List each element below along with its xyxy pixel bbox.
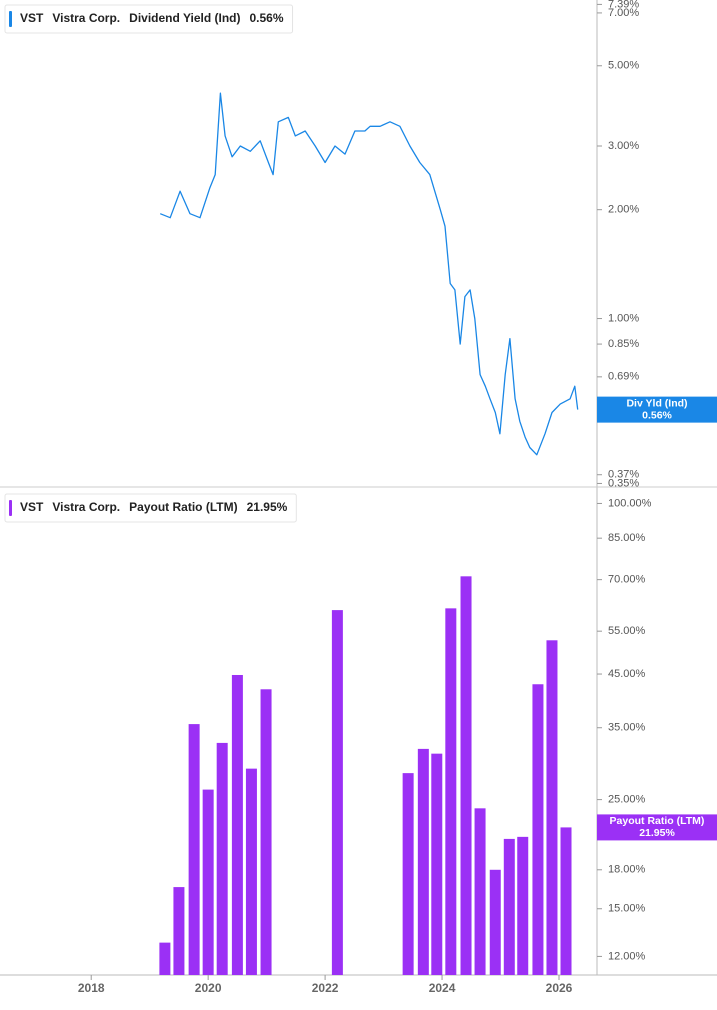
y-tick-label: 2.00%	[608, 204, 639, 216]
bar	[231, 674, 243, 975]
x-tick-label: 2024	[429, 981, 456, 995]
y-tick-label: 15.00%	[608, 903, 646, 915]
bar	[532, 684, 544, 975]
bar	[216, 742, 228, 975]
x-tick-label: 2020	[195, 981, 222, 995]
y-tick-label: 0.37%	[608, 469, 639, 481]
badge-value: 21.95%	[639, 827, 675, 839]
bar	[402, 773, 414, 975]
y-tick-label: 70.00%	[608, 574, 646, 586]
legend-ticker: VST	[20, 500, 44, 514]
value-badge	[597, 814, 717, 841]
value-badge	[597, 396, 717, 423]
legend-company: Vistra Corp.	[52, 11, 120, 25]
legend-value: 21.95%	[247, 500, 288, 514]
y-tick-label: 55.00%	[608, 625, 646, 637]
bar	[173, 887, 185, 975]
legend-value: 0.56%	[250, 11, 284, 25]
y-tick-label: 3.00%	[608, 140, 639, 152]
y-tick-label: 100.00%	[608, 497, 652, 509]
bar	[202, 789, 214, 975]
legend-swatch	[9, 500, 12, 516]
bar	[188, 724, 200, 975]
bar	[331, 610, 343, 975]
y-tick-label: 1.00%	[608, 312, 639, 324]
bar	[260, 689, 272, 975]
bar	[517, 836, 529, 975]
y-tick-label: 0.35%	[608, 477, 639, 489]
x-tick-label: 2018	[78, 981, 105, 995]
badge-value: 0.56%	[642, 409, 672, 421]
x-tick-label: 2026	[546, 981, 573, 995]
y-tick-label: 0.69%	[608, 371, 639, 383]
y-tick-label: 7.00%	[608, 7, 639, 19]
bar	[159, 942, 171, 975]
legend-ticker: VST	[20, 11, 44, 25]
y-tick-label: 0.85%	[608, 338, 639, 350]
bar	[503, 838, 515, 975]
badge-label: Div Yld (Ind)	[626, 397, 687, 409]
legend-box	[4, 493, 297, 523]
bar	[474, 808, 486, 975]
badge-label: Payout Ratio (LTM)	[610, 815, 705, 827]
y-tick-label: 85.00%	[608, 532, 646, 544]
bar	[431, 753, 443, 975]
x-tick-label: 2022	[312, 981, 339, 995]
bar	[417, 748, 429, 975]
y-tick-label: 18.00%	[608, 864, 646, 876]
bar	[445, 608, 457, 975]
legend-box	[4, 4, 294, 34]
legend-series: Dividend Yield (Ind)	[129, 11, 240, 25]
legend-swatch	[9, 11, 12, 27]
bar	[560, 827, 572, 975]
bar	[245, 768, 257, 975]
legend-series: Payout Ratio (LTM)	[129, 500, 237, 514]
bar	[546, 640, 558, 975]
legend-company: Vistra Corp.	[52, 500, 120, 514]
y-tick-label: 35.00%	[608, 722, 646, 734]
yield-line	[159, 92, 579, 456]
bar	[489, 869, 501, 975]
y-tick-label: 7.39%	[608, 0, 639, 10]
y-tick-label: 25.00%	[608, 794, 646, 806]
bar	[460, 576, 472, 975]
y-tick-label: 12.00%	[608, 950, 646, 962]
y-tick-label: 5.00%	[608, 60, 639, 72]
y-tick-label: 45.00%	[608, 668, 646, 680]
